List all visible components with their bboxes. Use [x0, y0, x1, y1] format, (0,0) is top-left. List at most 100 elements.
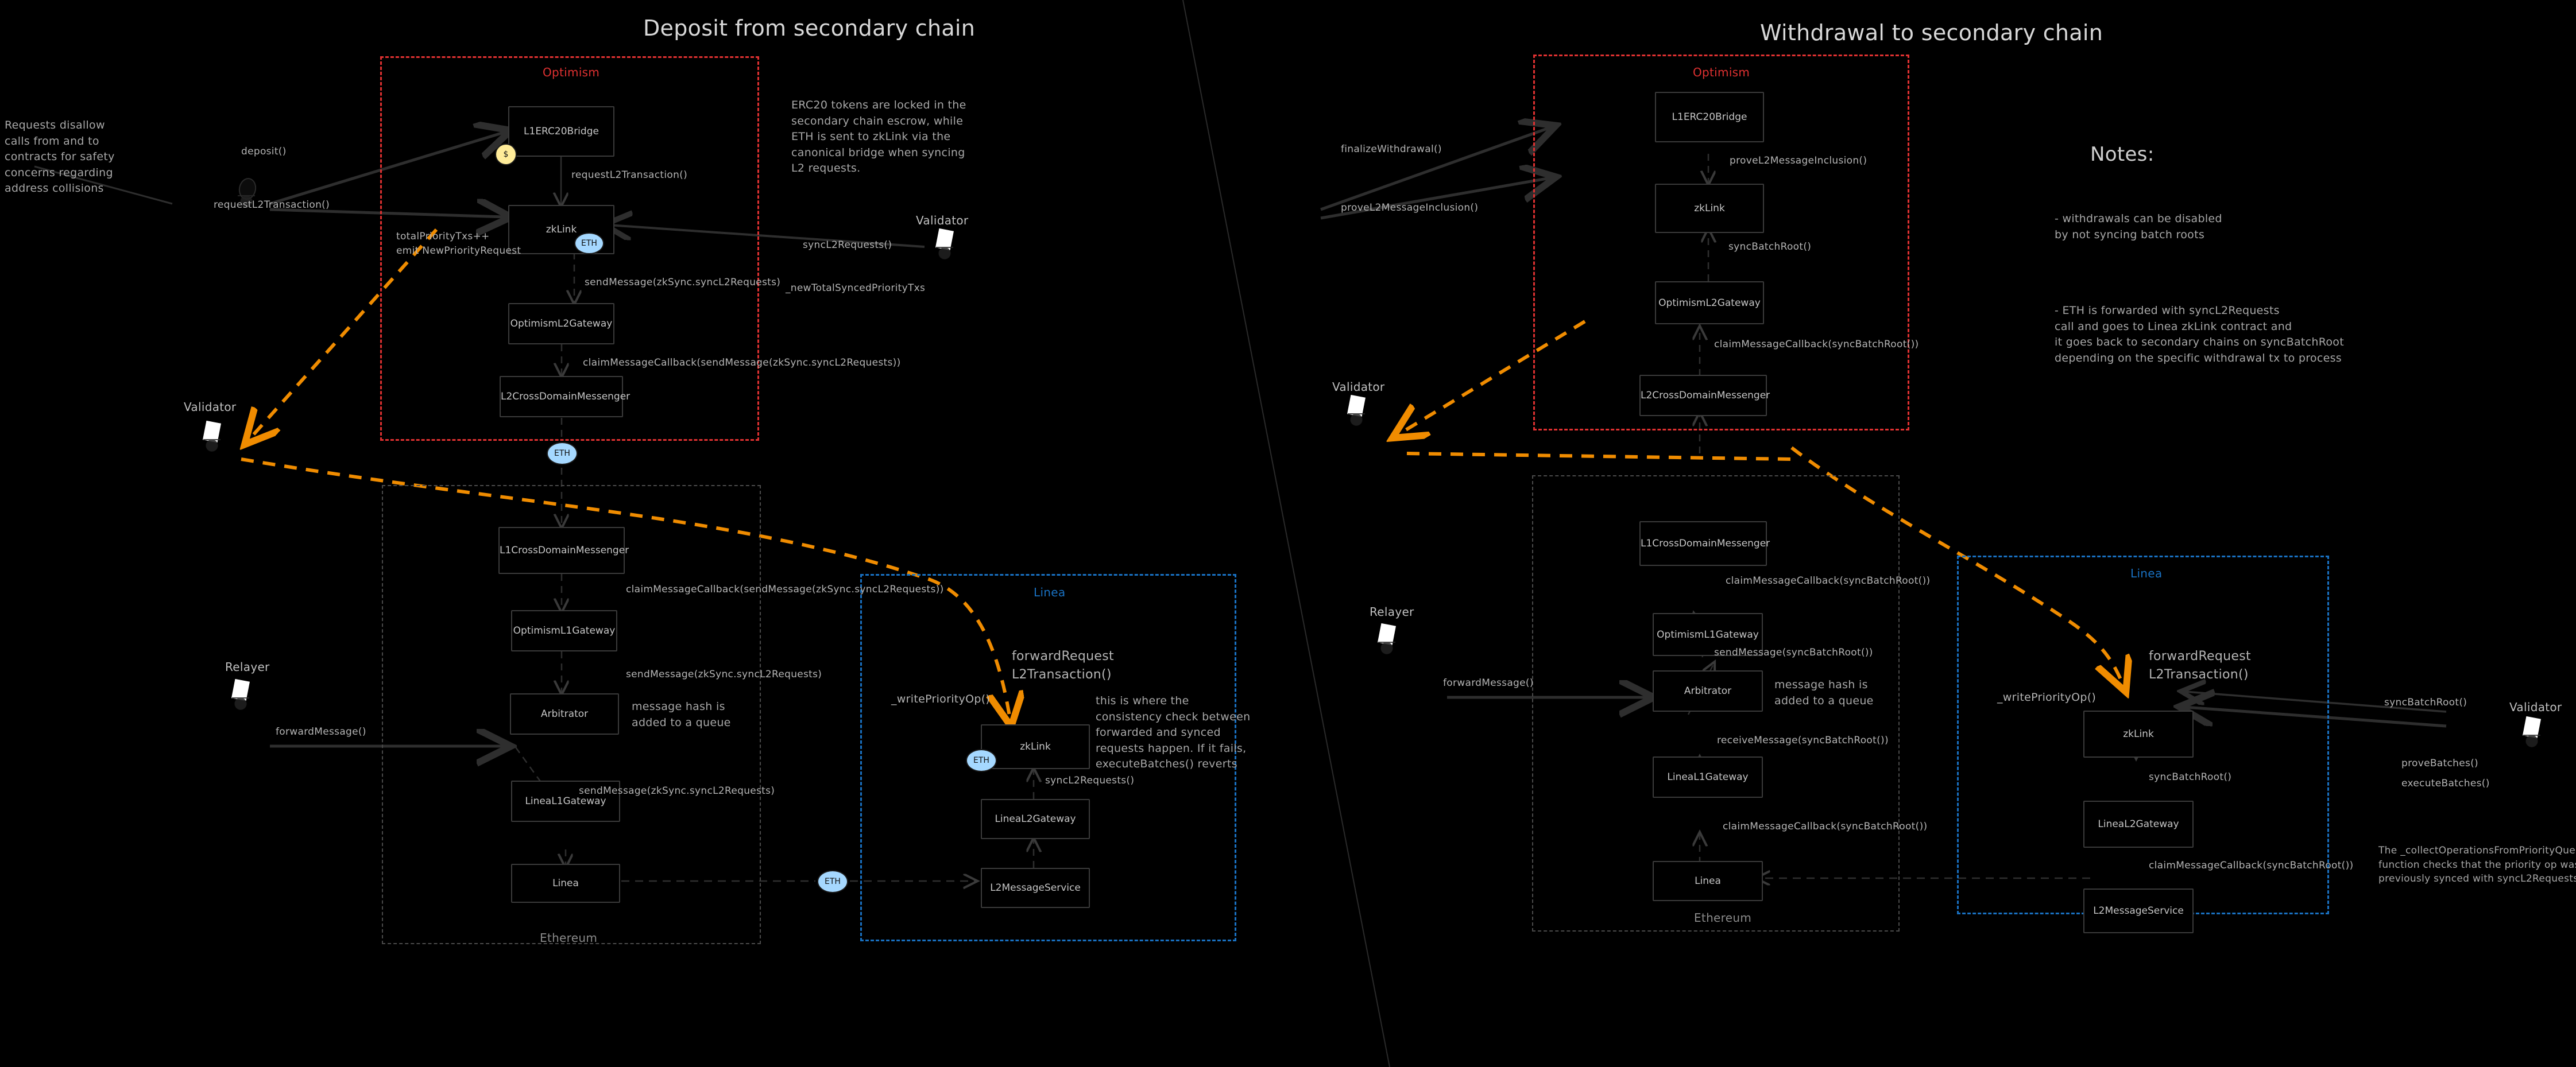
right-edge-claimmessagecallback-syncbatchroot-op: claimMessageCallback(syncBatchRoot()): [1714, 339, 1919, 350]
right-optimism-chain-box: [1533, 55, 1909, 430]
right-notes-heading: Notes:: [2090, 143, 2155, 166]
left-note-requests-disallow: Requests disallow calls from and to cont…: [5, 119, 115, 195]
right-box-linea-eth[interactable]: Linea: [1653, 861, 1763, 901]
left-edge-claimmessagecallback-eth: claimMessageCallback(sendMessage(zkSync.…: [626, 584, 944, 595]
left-note-consistency-check: this is where the consistency check betw…: [1096, 694, 1251, 771]
left-box-l1erc20bridge[interactable]: L1ERC20Bridge: [508, 106, 614, 157]
left-edge-claimmessagecallback-op: claimMessageCallback(sendMessage(zkSync.…: [583, 357, 901, 368]
left-optimism-chain-box: [380, 56, 759, 441]
left-edge-requestl2transaction-bridge: requestL2Transaction(): [571, 169, 688, 181]
box-label: zkLink: [1020, 741, 1051, 752]
left-validator-right-actor: [935, 228, 954, 279]
box-label: OptimismL2Gateway: [1658, 297, 1761, 309]
right-edge-executebatches: executeBatches(): [2401, 778, 2490, 789]
actor-body-icon: [238, 195, 255, 227]
left-edge-syncl2requests-linea: syncL2Requests(): [1045, 775, 1135, 786]
left-optimism-chain-label: Optimism: [543, 65, 600, 79]
left-edge-requestl2transaction-user: requestL2Transaction(): [214, 199, 330, 211]
right-linea-chain-label: Linea: [2130, 567, 2163, 580]
left-edge-sendmessage-arbitrator: sendMessage(zkSync.syncL2Requests): [579, 785, 775, 797]
right-box-lineal1gateway[interactable]: LineaL1Gateway: [1653, 756, 1763, 798]
left-edge-syncl2requests-validator: syncL2Requests(): [803, 239, 892, 251]
actor-body-icon: [203, 439, 221, 471]
right-edge-syncbatchroot-validator: syncBatchRoot(): [2384, 697, 2467, 708]
eth-coin-icon: ETH: [966, 749, 997, 772]
right-edge-claimmessagecallback-syncbatchroot-linea-l1: claimMessageCallback(syncBatchRoot()): [1723, 821, 1928, 832]
eth-coin-icon: ETH: [817, 870, 848, 893]
right-edge-forwardrequestl2transaction: forwardRequest L2Transaction(): [2149, 649, 2251, 682]
left-box-lineal2gateway[interactable]: LineaL2Gateway: [981, 799, 1090, 839]
right-box-l2crossdomainmessenger[interactable]: L2CrossDomainMessenger: [1639, 375, 1770, 416]
box-label: L2CrossDomainMessenger: [1641, 390, 1770, 401]
left-edge-forwardmessage: forwardMessage(): [276, 726, 366, 738]
box-label: OptimismL1Gateway: [513, 625, 616, 637]
box-label: L1CrossDomainMessenger: [1641, 538, 1770, 549]
right-edge-syncbatchroot-op: syncBatchRoot(): [1728, 241, 1812, 253]
left-edge-forwardrequestl2transaction: forwardRequest L2Transaction(): [1012, 649, 1114, 682]
box-label: L2MessageService: [990, 882, 1081, 894]
left-edge-writepriorityop: _writePriorityOp(): [891, 693, 991, 705]
right-box-l1erc20bridge[interactable]: L1ERC20Bridge: [1655, 92, 1764, 142]
left-edge-totalprioritytxs: totalPriorityTxs++ emit NewPriorityReque…: [396, 231, 521, 257]
box-label: LineaL1Gateway: [525, 796, 606, 807]
left-box-optimisml2gateway[interactable]: OptimismL2Gateway: [508, 303, 614, 344]
right-note-2: - ETH is forwarded with syncL2Requests c…: [2055, 304, 2344, 364]
left-linea-chain-label: Linea: [1034, 585, 1066, 599]
left-linea-chain-box: [860, 574, 1236, 941]
box-label: OptimismL2Gateway: [510, 318, 613, 329]
box-label: Linea: [552, 878, 579, 889]
right-ethereum-chain-box: [1532, 475, 1900, 932]
left-box-lineal1gateway[interactable]: LineaL1Gateway: [511, 781, 620, 822]
right-edge-finalizewithdrawal: finalizeWithdrawal(): [1341, 143, 1442, 155]
right-box-arbitrator[interactable]: Arbitrator: [1653, 670, 1763, 712]
box-label: LineaL2Gateway: [2098, 818, 2179, 830]
box-label: L2MessageService: [2093, 905, 2184, 917]
actor-body-icon: [1348, 413, 1365, 445]
left-box-l1crossdomainmessenger[interactable]: L1CrossDomainMessenger: [498, 527, 629, 574]
left-relayer-actor: [231, 678, 250, 730]
left-note-erc20-locked: ERC20 tokens are locked in the secondary…: [791, 99, 966, 175]
left-edge-newtotalsyncedprioritytxs: _newTotalSyncedPriorityTxs: [786, 282, 926, 294]
right-box-optimisml1gateway[interactable]: OptimismL1Gateway: [1653, 613, 1763, 656]
right-box-op-zklink[interactable]: zkLink: [1655, 184, 1764, 233]
right-edge-forwardmessage: forwardMessage(): [1443, 677, 1534, 689]
box-label: zkLink: [2123, 728, 2154, 740]
right-edge-syncbatchroot-linea: syncBatchRoot(): [2149, 771, 2232, 783]
left-edge-sendmessage-zksync-op: sendMessage(zkSync.syncL2Requests): [585, 277, 781, 288]
right-box-l1crossdomainmessenger[interactable]: L1CrossDomainMessenger: [1639, 521, 1770, 566]
box-label: L1ERC20Bridge: [1672, 111, 1747, 123]
right-edge-claimmessagecallback-syncbatchroot-linea-l2: claimMessageCallback(syncBatchRoot()): [2149, 860, 2354, 871]
actor-body-icon: [1378, 642, 1395, 674]
right-panel-title: Withdrawal to secondary chain: [1760, 20, 2103, 45]
left-box-l2messageservice[interactable]: L2MessageService: [981, 868, 1090, 908]
right-validator-right-label: Validator: [2509, 700, 2562, 714]
right-box-l2messageservice[interactable]: L2MessageService: [2083, 888, 2194, 933]
left-user-actor: [237, 176, 258, 227]
left-edge-sendmessage-zksync-eth: sendMessage(zkSync.syncL2Requests): [626, 669, 822, 680]
right-edge-sendmessage-syncbatchroot: sendMessage(syncBatchRoot()): [1714, 647, 1873, 658]
right-validator-left-actor: [1347, 394, 1366, 445]
right-note-1: - withdrawals can be disabled by not syn…: [2055, 212, 2222, 241]
right-relayer-label: Relayer: [1370, 605, 1414, 619]
left-validator-left-label: Validator: [184, 400, 237, 414]
right-note-collect-ops: The _collectOperationsFromPriorityQueue …: [2378, 845, 2576, 885]
left-box-linea-eth[interactable]: Linea: [511, 864, 620, 903]
left-box-optimisml1gateway[interactable]: OptimismL1Gateway: [511, 610, 617, 651]
right-box-optimisml2gateway[interactable]: OptimismL2Gateway: [1655, 281, 1764, 324]
right-box-linea-zklink[interactable]: zkLink: [2083, 711, 2194, 758]
left-box-linea-zklink[interactable]: zkLink: [981, 724, 1090, 769]
left-box-arbitrator[interactable]: Arbitrator: [510, 693, 619, 735]
left-box-l2crossdomainmessenger[interactable]: L2CrossDomainMessenger: [500, 376, 630, 417]
right-relayer-actor: [1377, 623, 1397, 674]
right-box-lineal2gateway[interactable]: LineaL2Gateway: [2083, 801, 2194, 848]
left-panel-title: Deposit from secondary chain: [643, 15, 976, 41]
gas-coin-icon: $: [495, 143, 517, 165]
right-edge-provel2messageinclusion-actor: proveL2MessageInclusion(): [1341, 202, 1479, 214]
actor-body-icon: [936, 247, 953, 279]
box-label: OptimismL1Gateway: [1657, 628, 1759, 641]
left-validator-right-label: Validator: [916, 214, 969, 227]
left-edge-deposit: deposit(): [241, 146, 287, 157]
right-note-message-hash-queue: message hash is added to a queue: [1774, 678, 1874, 707]
box-label: Arbitrator: [540, 708, 589, 720]
